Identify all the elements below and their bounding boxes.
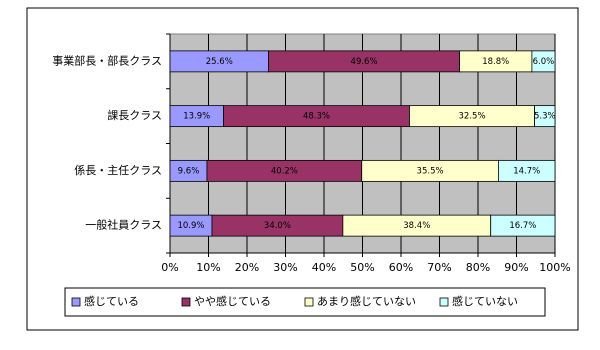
data-label: 6.0%	[533, 57, 555, 67]
x-tick-label: 70%	[427, 261, 451, 274]
bar-segment	[534, 105, 556, 128]
data-label: 38.4%	[403, 221, 430, 231]
legend-label: やや感じている	[194, 295, 271, 308]
data-label: 25.6%	[206, 57, 233, 67]
data-label: 9.6%	[178, 166, 200, 176]
legend-label: あまり感じていない	[317, 295, 416, 308]
bar-segment	[490, 214, 556, 237]
bar-segment	[531, 50, 556, 73]
legend-label: 感じている	[84, 295, 139, 308]
x-tick-label: 0%	[161, 261, 178, 274]
x-tick-label: 60%	[389, 261, 413, 274]
data-label: 32.5%	[459, 112, 486, 122]
x-tick-label: 30%	[273, 261, 297, 274]
y-tick-label: 課長クラス	[107, 108, 162, 122]
legend-swatch	[181, 297, 191, 307]
legend-swatch	[304, 297, 314, 307]
data-label: 16.7%	[509, 221, 536, 231]
data-label: 40.2%	[271, 166, 298, 176]
x-tick-label: 100%	[539, 261, 570, 274]
bar-segment	[498, 159, 556, 182]
x-tick-label: 90%	[504, 261, 528, 274]
legend-swatch	[71, 297, 81, 307]
data-label: 13.9%	[183, 112, 210, 122]
x-tick-label: 40%	[312, 261, 336, 274]
x-tick-label: 50%	[350, 261, 374, 274]
legend-swatch	[439, 297, 449, 307]
data-label: 34.0%	[264, 221, 291, 231]
data-label: 14.7%	[513, 166, 540, 176]
data-label: 49.6%	[351, 57, 378, 67]
x-tick-label: 10%	[196, 261, 220, 274]
data-label: 5.3%	[534, 112, 556, 122]
data-label: 10.9%	[177, 221, 204, 231]
y-tick-label: 事業部長・部長クラス	[52, 53, 162, 67]
x-tick-label: 80%	[466, 261, 490, 274]
data-label: 35.5%	[417, 166, 444, 176]
legend-label: 感じていない	[452, 295, 518, 308]
y-tick-label: 係長・主任クラス	[74, 164, 162, 177]
data-label: 18.8%	[482, 57, 509, 67]
data-label: 48.3%	[303, 112, 330, 122]
y-tick-label: 一般社員クラス	[85, 218, 162, 232]
x-tick-label: 20%	[235, 261, 259, 274]
